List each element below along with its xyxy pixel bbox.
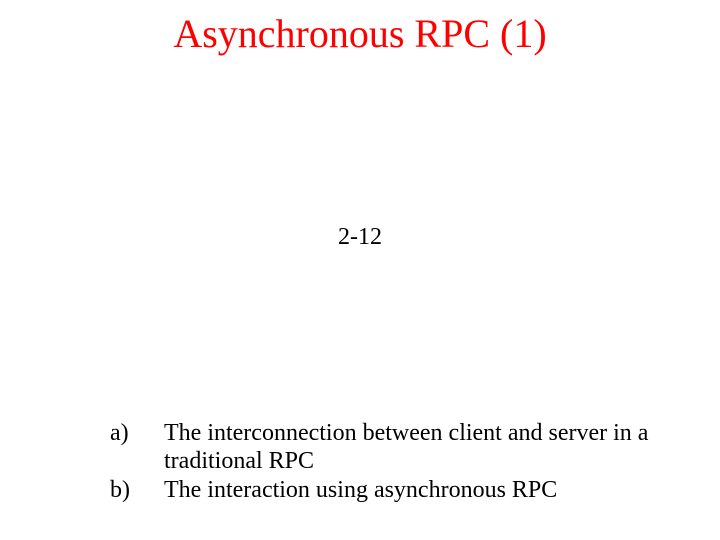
figure-reference: 2-12 <box>0 224 720 251</box>
bullet-list: a) The interconnection between client an… <box>110 420 670 507</box>
list-item-label: b) <box>110 477 164 505</box>
list-item-label: a) <box>110 420 164 475</box>
list-item-text: The interaction using asynchronous RPC <box>164 477 670 505</box>
slide-title: Asynchronous RPC (1) <box>0 10 720 57</box>
list-item: b) The interaction using asynchronous RP… <box>110 477 670 505</box>
slide: Asynchronous RPC (1) 2-12 a) The interco… <box>0 0 720 540</box>
list-item-text: The interconnection between client and s… <box>164 420 670 475</box>
list-item: a) The interconnection between client an… <box>110 420 670 475</box>
